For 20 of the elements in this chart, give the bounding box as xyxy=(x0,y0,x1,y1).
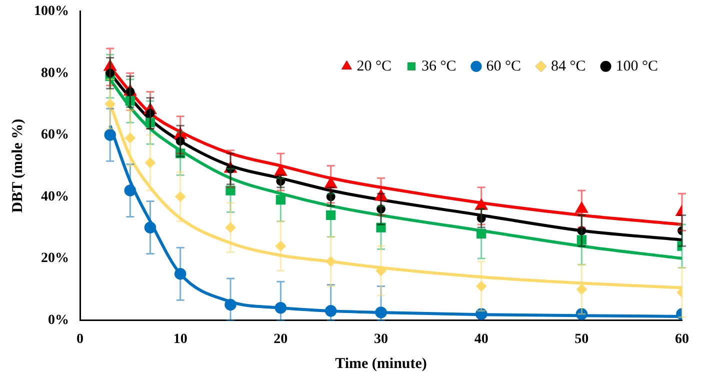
x-tick-label: 20 xyxy=(274,332,288,348)
y-tick-label: 80% xyxy=(41,66,69,81)
legend-label: 60 °C xyxy=(486,58,522,74)
x-tick-label: 60 xyxy=(675,332,689,348)
legend-label: 36 °C xyxy=(421,58,456,74)
y-tick-label: 100% xyxy=(34,4,69,20)
legend-label: 84 °C xyxy=(550,58,586,74)
x-tick-label: 10 xyxy=(173,332,188,348)
y-tick-label: 0% xyxy=(48,312,69,328)
x-tick-label: 50 xyxy=(574,332,589,348)
y-tick-label: 40% xyxy=(41,189,69,204)
x-tick-label: 0 xyxy=(76,332,84,348)
x-tick-label: 30 xyxy=(374,332,388,348)
y-tick-label: 20% xyxy=(41,251,69,266)
x-tick-label: 40 xyxy=(474,332,488,348)
y-tick-label: 60% xyxy=(41,128,69,143)
y-axis-title: DBT (mole %) xyxy=(10,118,26,213)
legend-label: 100 °C xyxy=(616,58,658,74)
legend-label: 20 °C xyxy=(356,58,392,74)
x-axis-title: Time (minute) xyxy=(335,356,427,372)
